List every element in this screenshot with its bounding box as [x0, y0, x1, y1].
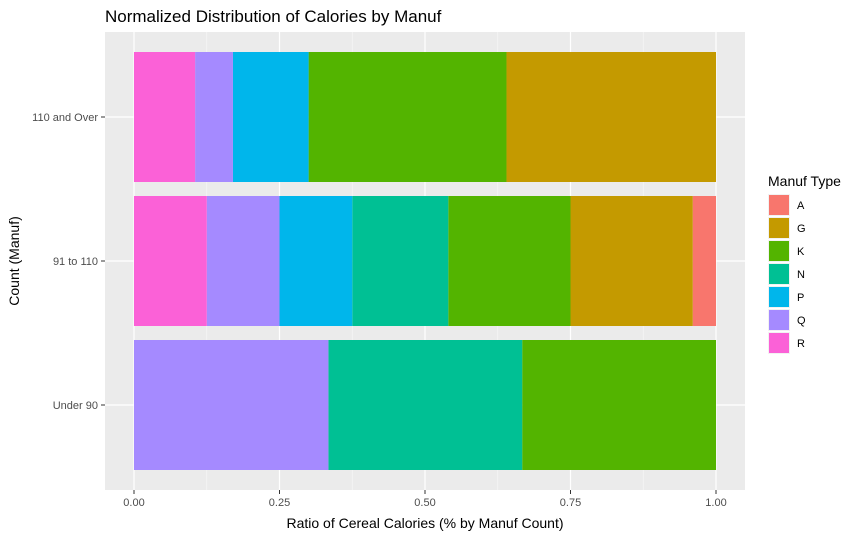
- legend-label-p: P: [797, 292, 804, 304]
- legend-label-r: R: [797, 338, 805, 350]
- x-ticks: 0.00 0.25 0.50 0.75 1.00: [123, 490, 727, 509]
- bar-n: [352, 196, 449, 326]
- y-tick-label: Under 90: [53, 400, 98, 412]
- bar-r: [134, 52, 196, 182]
- bars: [134, 52, 716, 470]
- bar-k: [448, 196, 571, 326]
- legend-swatch-k: [769, 241, 789, 261]
- bar-p: [232, 52, 309, 182]
- legend-label-a: A: [797, 200, 805, 212]
- chart-title: Normalized Distribution of Calories by M…: [105, 7, 442, 26]
- legend-swatch-q: [769, 310, 789, 330]
- y-tick-label: 110 and Over: [32, 112, 98, 124]
- legend-label-k: K: [797, 246, 805, 258]
- y-tick-label: 91 to 110: [53, 256, 98, 268]
- legend-swatch-a: [769, 195, 789, 215]
- x-axis-title: Ratio of Cereal Calories (% by Manuf Cou…: [286, 515, 563, 531]
- bar-k: [522, 340, 716, 470]
- bar-g: [506, 52, 716, 182]
- x-tick-label: 0.75: [560, 497, 581, 509]
- x-tick-label: 1.00: [705, 497, 726, 509]
- y-axis-title: Count (Manuf): [6, 216, 22, 305]
- legend-swatch-n: [769, 264, 789, 284]
- legend-title: Manuf Type: [768, 173, 841, 189]
- legend-label-n: N: [797, 269, 805, 281]
- bar-n: [328, 340, 523, 470]
- legend-swatch-g: [769, 218, 789, 238]
- legend-swatch-p: [769, 287, 789, 307]
- x-tick-label: 0.25: [269, 497, 290, 509]
- legend-label-g: G: [797, 223, 806, 235]
- x-tick-label: 0.50: [414, 497, 435, 509]
- bar-k: [308, 52, 507, 182]
- y-ticks: Under 90 91 to 110 110 and Over: [32, 112, 105, 412]
- bar-g: [570, 196, 693, 326]
- bar-q: [195, 52, 233, 182]
- bar-a: [692, 196, 716, 326]
- bar-r: [134, 196, 207, 326]
- bar-q: [134, 340, 329, 470]
- x-tick-label: 0.00: [123, 497, 144, 509]
- bar-q: [206, 196, 280, 326]
- legend-label-q: Q: [797, 315, 806, 327]
- legend-swatch-r: [769, 333, 789, 353]
- bar-p: [279, 196, 353, 326]
